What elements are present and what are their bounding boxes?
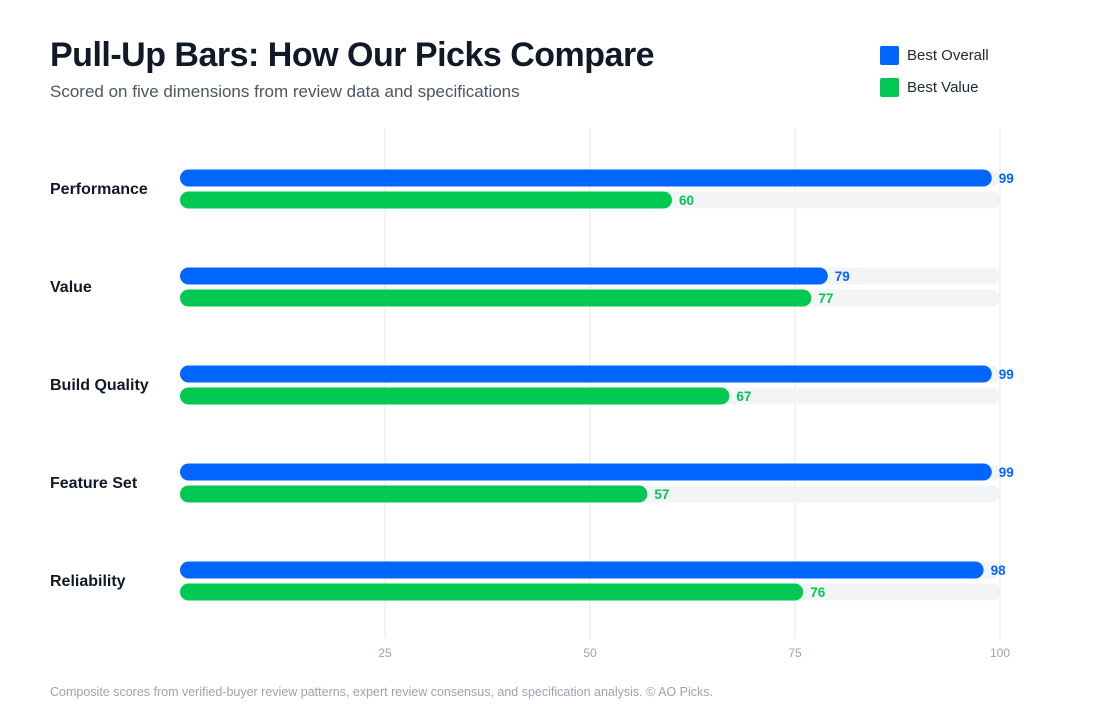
legend-item-best-overall: Best Overall	[880, 45, 989, 65]
bar-feature-set-best-value	[180, 485, 648, 503]
value-label-feature-set-best-overall: 99	[999, 465, 1014, 480]
legend-item-best-value: Best Value	[880, 77, 989, 97]
legend-label-best-value: Best Value	[907, 78, 979, 96]
bar-reliability-best-value	[180, 583, 804, 601]
category-label-value: Value	[50, 279, 92, 296]
category-label-reliability: Reliability	[50, 573, 126, 590]
legend-swatch-best-overall	[880, 45, 899, 65]
value-label-build-quality-best-overall: 99	[999, 367, 1014, 382]
value-label-value-best-value: 77	[818, 291, 833, 306]
bar-build-quality-best-value	[180, 387, 730, 405]
value-label-build-quality-best-value: 67	[736, 389, 751, 404]
chart-subtitle: Scored on five dimensions from review da…	[50, 82, 520, 101]
value-label-performance-best-overall: 99	[999, 171, 1014, 186]
value-label-performance-best-value: 60	[679, 193, 694, 208]
category-label-performance: Performance	[50, 181, 148, 198]
x-tick-label-50: 50	[583, 646, 597, 660]
bar-value-best-overall	[180, 267, 828, 285]
bar-feature-set-best-overall	[180, 463, 992, 481]
value-label-reliability-best-value: 76	[810, 585, 826, 600]
x-tick-label-75: 75	[788, 646, 802, 660]
bar-reliability-best-overall	[180, 561, 984, 579]
legend-swatch-best-value	[880, 77, 899, 97]
legend: Best Overall Best Value	[880, 45, 989, 109]
bar-performance-best-value	[180, 191, 672, 209]
bar-performance-best-overall	[180, 169, 992, 187]
footer-note: Composite scores from verified-buyer rev…	[50, 685, 713, 699]
category-label-feature-set: Feature Set	[50, 475, 138, 492]
x-tick-label-25: 25	[378, 646, 392, 660]
value-label-value-best-overall: 79	[835, 269, 850, 284]
chart-title: Pull-Up Bars: How Our Picks Compare	[50, 36, 655, 74]
legend-label-best-overall: Best Overall	[907, 46, 989, 64]
bar-value-best-value	[180, 289, 812, 307]
x-tick-label-100: 100	[990, 646, 1010, 660]
value-label-feature-set-best-value: 57	[654, 487, 669, 502]
value-label-reliability-best-overall: 98	[991, 563, 1007, 578]
category-label-build-quality: Build Quality	[50, 377, 149, 394]
bar-build-quality-best-overall	[180, 365, 992, 383]
